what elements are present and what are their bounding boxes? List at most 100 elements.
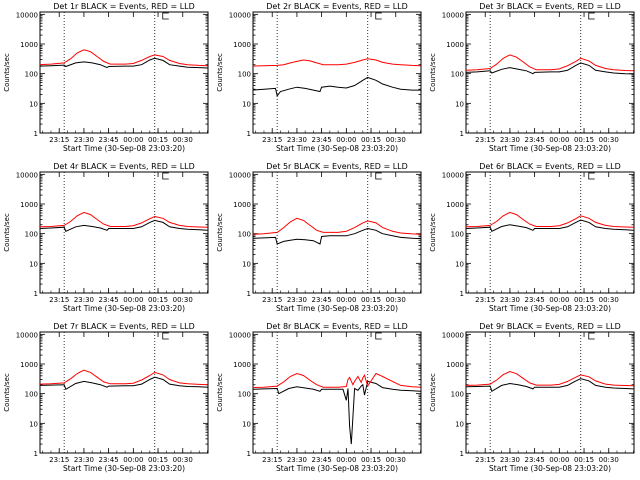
x-tick-label: 23:15 (475, 296, 495, 304)
x-axis-label: Start Time (30-Sep-08 23:03:20) (276, 464, 398, 473)
y-tick-label: 10000 (442, 331, 464, 339)
legend-bracket-icon (588, 12, 595, 20)
x-tick-label: 23:30 (287, 456, 307, 464)
y-tick-label: 10000 (442, 11, 464, 19)
y-axis-label: Counts/sec (429, 213, 437, 252)
y-tick-label: 10000 (229, 331, 251, 339)
y-tick-label: 1 (247, 450, 251, 458)
y-tick-label: 10 (242, 260, 251, 268)
y-tick-label: 10 (455, 420, 464, 428)
x-tick-label: 00:00 (336, 136, 356, 144)
legend-bracket-icon (162, 172, 169, 180)
detector-plot-5: Det 5r BLACK = Events, RED = LLD 1 10 100 10… (216, 162, 422, 313)
series-line-events (40, 219, 208, 232)
x-tick-label: 23:45 (525, 456, 545, 464)
y-tick-label: 1 (34, 450, 38, 458)
series-line-lld (466, 211, 634, 228)
x-tick-label: 23:15 (262, 136, 282, 144)
y-axis-label: Counts/sec (429, 53, 437, 92)
y-tick-label: 1 (460, 130, 464, 138)
y-axis-label: Counts/sec (216, 373, 224, 412)
series-line-events (40, 376, 208, 391)
series-line-lld (40, 211, 208, 228)
x-tick-label: 00:30 (599, 296, 619, 304)
detector-plot-6: Det 6r BLACK = Events, RED = LLD 1 10 100 10… (429, 162, 635, 313)
plot-frame (39, 171, 209, 294)
y-tick-label: 100 (238, 231, 251, 239)
plot-title: Det 8r BLACK = Events, RED = LLD (266, 322, 408, 331)
y-tick-label: 1 (460, 290, 464, 298)
detector-plot-1: Det 1r BLACK = Events, RED = LLD 1 10 100 10… (3, 2, 209, 153)
y-axis-label: Counts/sec (429, 373, 437, 412)
plot-title: Det 3r BLACK = Events, RED = LLD (479, 2, 621, 11)
y-tick-label: 100 (238, 391, 251, 399)
y-tick-label: 10000 (229, 171, 251, 179)
series-line-events (253, 380, 421, 445)
y-tick-label: 10 (29, 260, 38, 268)
y-axis-label: Counts/sec (3, 213, 11, 252)
plot-title: Det 6r BLACK = Events, RED = LLD (479, 162, 621, 171)
x-tick-label: 00:00 (123, 296, 143, 304)
x-axis-label: Start Time (30-Sep-08 23:03:20) (276, 144, 398, 153)
plot-title: Det 1r BLACK = Events, RED = LLD (53, 2, 195, 11)
series-line-lld (253, 372, 421, 389)
legend-bracket-icon (162, 332, 169, 340)
x-tick-label: 00:00 (549, 296, 569, 304)
x-tick-label: 00:00 (336, 456, 356, 464)
x-tick-label: 00:00 (549, 136, 569, 144)
x-tick-label: 00:15 (574, 296, 594, 304)
y-tick-label: 100 (451, 391, 464, 399)
x-tick-label: 23:30 (500, 296, 520, 304)
series-line-events (466, 62, 634, 75)
legend-bracket-icon (162, 12, 169, 20)
x-tick-label: 00:30 (173, 136, 193, 144)
y-tick-label: 10000 (16, 11, 38, 19)
x-tick-label: 23:45 (99, 456, 119, 464)
x-tick-label: 00:30 (173, 296, 193, 304)
x-tick-label: 23:15 (475, 136, 495, 144)
x-tick-label: 00:15 (148, 136, 168, 144)
x-tick-label: 00:00 (549, 456, 569, 464)
y-axis-label: Counts/sec (216, 213, 224, 252)
y-tick-label: 1 (34, 130, 38, 138)
series-line-lld (40, 49, 208, 67)
series-line-lld (466, 54, 634, 72)
y-tick-label: 100 (25, 71, 38, 79)
series-line-events (466, 219, 634, 232)
y-tick-label: 10 (242, 420, 251, 428)
plot-title: Det 7r BLACK = Events, RED = LLD (53, 322, 195, 331)
x-tick-label: 00:15 (574, 136, 594, 144)
x-tick-label: 23:45 (312, 456, 332, 464)
x-tick-label: 00:15 (148, 456, 168, 464)
x-tick-label: 23:45 (525, 136, 545, 144)
y-tick-label: 1000 (233, 41, 251, 49)
x-tick-label: 23:45 (312, 136, 332, 144)
x-tick-label: 00:30 (386, 136, 406, 144)
y-tick-label: 10000 (442, 171, 464, 179)
y-tick-label: 1000 (20, 201, 38, 209)
y-tick-label: 100 (238, 71, 251, 79)
y-tick-label: 1000 (20, 361, 38, 369)
x-tick-label: 00:15 (574, 456, 594, 464)
y-tick-label: 1000 (233, 201, 251, 209)
series-line-lld (466, 370, 634, 387)
legend-bracket-icon (588, 172, 595, 180)
x-tick-label: 23:30 (500, 136, 520, 144)
x-tick-label: 23:30 (74, 296, 94, 304)
plot-title: Det 2r BLACK = Events, RED = LLD (266, 2, 408, 11)
y-tick-label: 10 (455, 260, 464, 268)
y-tick-label: 1000 (446, 201, 464, 209)
detector-plot-8: Det 8r BLACK = Events, RED = LLD 1 10 100 10… (216, 322, 422, 473)
plot-title: Det 5r BLACK = Events, RED = LLD (266, 162, 408, 171)
plot-title: Det 9r BLACK = Events, RED = LLD (479, 322, 621, 331)
y-tick-label: 10 (29, 100, 38, 108)
detector-plot-3: Det 3r BLACK = Events, RED = LLD 1 10 100 10… (429, 2, 635, 153)
x-tick-label: 23:45 (312, 296, 332, 304)
x-tick-label: 00:30 (386, 456, 406, 464)
y-tick-label: 10000 (16, 331, 38, 339)
x-tick-label: 00:30 (173, 456, 193, 464)
x-tick-label: 23:15 (262, 456, 282, 464)
y-tick-label: 100 (451, 231, 464, 239)
series-line-lld (40, 369, 208, 386)
